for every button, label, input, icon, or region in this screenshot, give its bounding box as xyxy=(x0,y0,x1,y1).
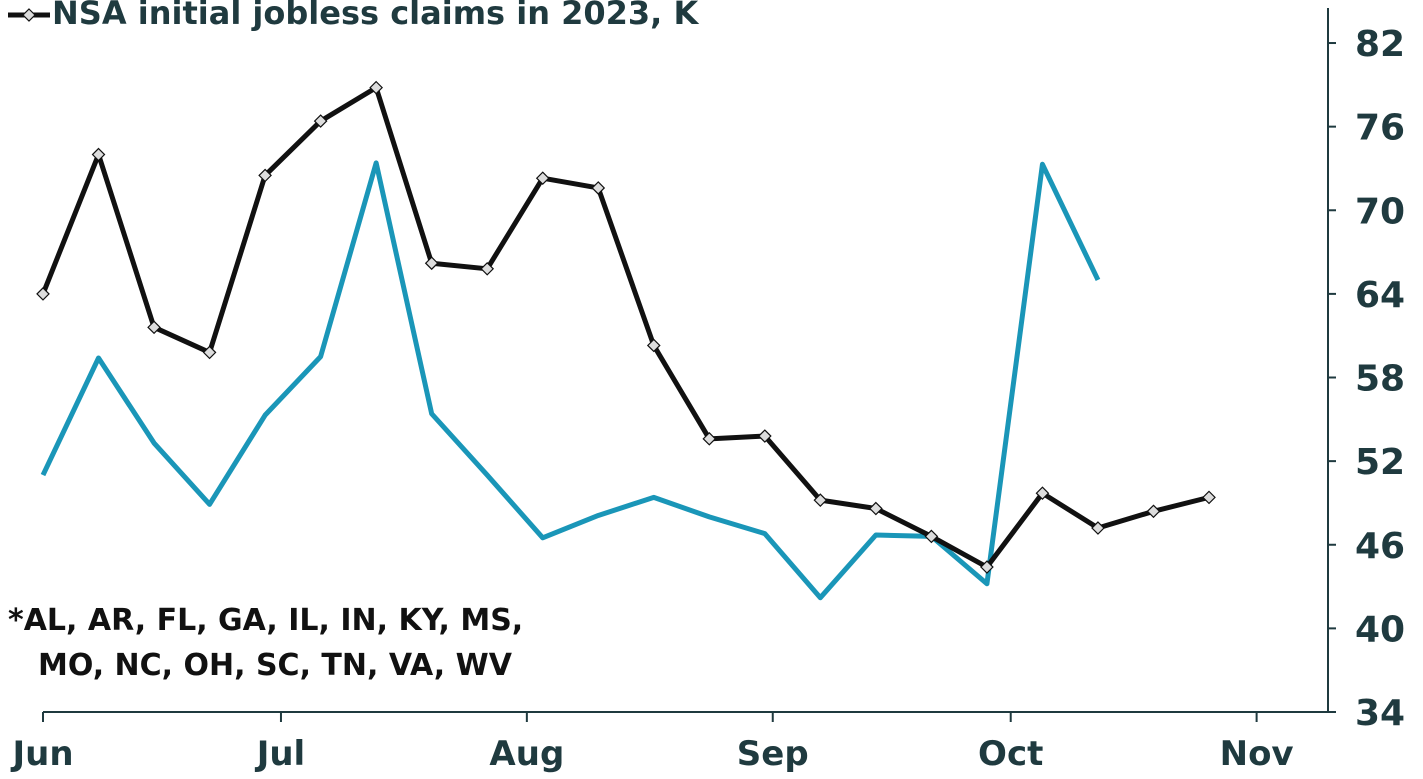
series-line xyxy=(40,160,1101,601)
y-tick-label: 76 xyxy=(1355,108,1405,149)
marker xyxy=(646,338,661,353)
marker xyxy=(702,431,717,446)
marker xyxy=(258,168,272,183)
marker xyxy=(1091,521,1105,535)
y-tick-label: 52 xyxy=(1355,442,1405,483)
legend-marker xyxy=(22,8,36,22)
marker xyxy=(147,320,161,335)
annotation-line: MO, NC, OH, SC, TN, VA, WV xyxy=(38,648,513,683)
marker xyxy=(535,171,550,186)
y-tick-label: 46 xyxy=(1355,526,1405,567)
x-tick-label: Sep xyxy=(737,734,809,774)
annotation-line: *AL, AR, FL, GA, IL, IN, KY, MS, xyxy=(8,603,523,638)
marker xyxy=(369,80,383,95)
x-tick-label: Nov xyxy=(1220,734,1294,774)
marker xyxy=(591,181,606,195)
marker xyxy=(313,114,328,128)
y-tick-label: 40 xyxy=(1355,609,1405,650)
y-tick-label: 82 xyxy=(1355,24,1405,65)
marker xyxy=(980,560,994,574)
legend-label: NSA initial jobless claims in 2023, K xyxy=(52,0,699,32)
x-tick-label: Aug xyxy=(489,734,564,774)
marker xyxy=(202,345,217,360)
marker xyxy=(813,493,828,508)
x-tick-label: Oct xyxy=(978,734,1043,774)
x-tick-label: Jul xyxy=(255,734,306,774)
marker xyxy=(1035,486,1050,501)
marker xyxy=(1146,504,1161,519)
y-tick-label: 58 xyxy=(1355,359,1405,400)
marker xyxy=(36,287,50,301)
y-tick-label: 34 xyxy=(1355,693,1405,734)
marker xyxy=(924,529,939,544)
series-line xyxy=(40,85,1210,570)
marker xyxy=(480,261,495,276)
marker xyxy=(757,429,772,443)
marker xyxy=(91,147,106,162)
marker xyxy=(869,501,883,516)
x-tick-label: Jun xyxy=(10,734,73,774)
marker xyxy=(424,256,439,271)
marker xyxy=(1202,490,1216,505)
y-tick-label: 70 xyxy=(1355,191,1405,232)
y-tick-label: 64 xyxy=(1355,275,1405,316)
